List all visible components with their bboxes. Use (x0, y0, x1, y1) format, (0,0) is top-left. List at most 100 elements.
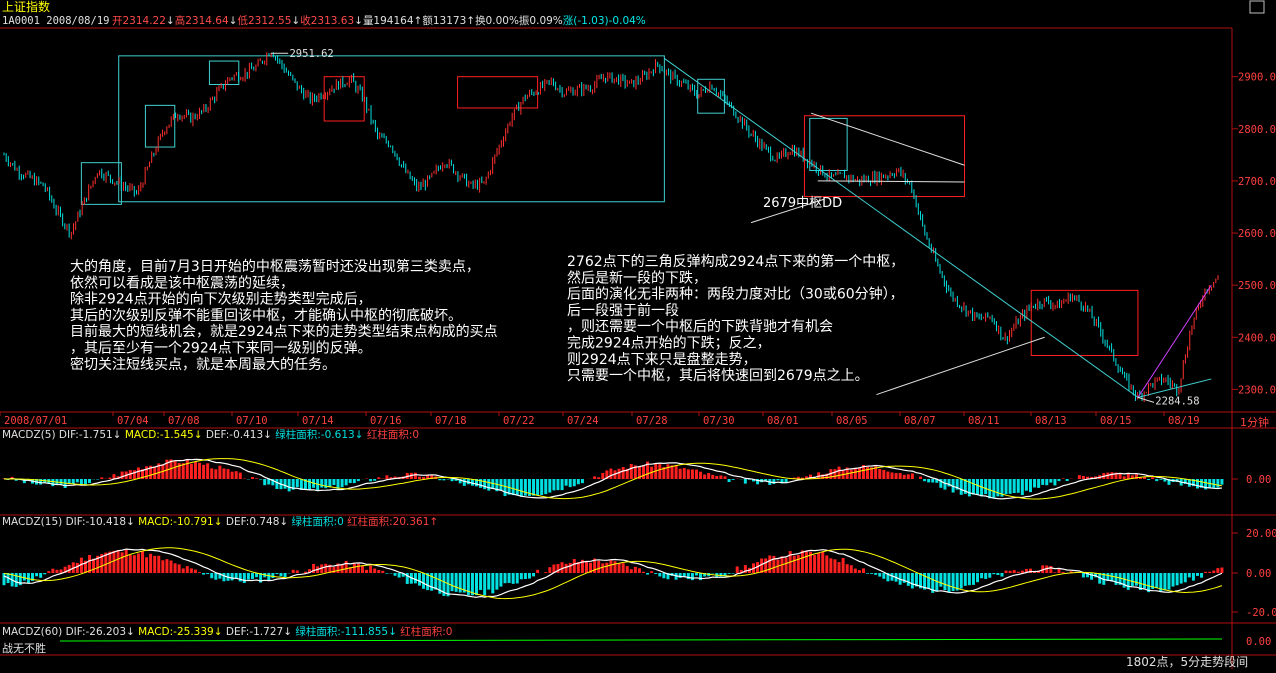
macd60-panel: MACDZ(60) DIF:-26.203↓ MACD:-25.339↓ DEF… (2, 625, 1271, 648)
index-title: 上证指数 (2, 0, 50, 14)
date-tick-label: 08/05 (836, 415, 868, 427)
date-tick-label: 07/08 (168, 415, 200, 427)
macd-header-item: 红柱面积:0 (367, 428, 419, 441)
commentary-line-left: 除非2924点开始的向下次级别走势类型完成后， (70, 292, 372, 308)
dif-line (3, 548, 1223, 598)
macd-header-item: 绿柱面积:0 (292, 515, 348, 528)
macd-header-item: MACD:-1.545↓ (125, 429, 206, 441)
macd-tick-label: -20.00 (1246, 607, 1276, 619)
pointer-line (750, 198, 825, 224)
period-label: 1分钟 (1240, 415, 1269, 429)
quote-item: 振0.09% (519, 14, 563, 27)
date-tick-label: 08/13 (1035, 415, 1067, 427)
macd-tick-label: 0.00 (1246, 636, 1271, 648)
macd-header-item: 绿柱面积:-111.855↓ (295, 625, 400, 638)
center-zone-box (809, 117, 848, 171)
date-tick-label: 08/11 (968, 415, 1000, 427)
footer-right: 1802点，5分走势段间 (1126, 654, 1248, 669)
macd60-line (59, 638, 1223, 642)
commentary-line-right: 只需要一个中枢，其后将快速回到2679点之上。 (567, 368, 869, 384)
center-label: 2679中枢DD (763, 196, 842, 211)
date-tick-label: 08/07 (904, 415, 936, 427)
date-tick-label: 07/18 (435, 415, 467, 427)
macd-tick-label: 20.00 (1246, 528, 1276, 540)
commentary-text: 大的角度，目前7月3日开始的中枢震荡暂时还没出现第三类卖点，依然可以看成是该中枢… (70, 253, 904, 384)
macd-header-item: DIF:-26.203↓ (66, 626, 139, 638)
quote-bar: 开2314.22↓高2314.64↓低2312.55↓收2313.63↓量194… (112, 14, 646, 27)
low-label: 2284.58 (1155, 395, 1199, 407)
price-tick-label: 2700.00 (1238, 176, 1276, 188)
date-tick-label: 08/19 (1168, 415, 1200, 427)
commentary-line-left: ，其后至少有一个2924点下来同一级别的反弹。 (70, 341, 372, 357)
quote-item: ↑ (466, 15, 475, 27)
quote-item: ↓ (354, 15, 363, 27)
price-tick-label: 2500.00 (1238, 280, 1276, 292)
macd-tick-label: 0.00 (1246, 568, 1271, 580)
code-date: 1A0001 2008/08/19 (2, 15, 109, 27)
date-tick-label: 07/24 (567, 415, 599, 427)
rebound-line (1137, 284, 1212, 398)
price-annotations: 2951.62 2284.58 2679中枢DD (270, 48, 1200, 407)
date-tick-label: 07/16 (370, 415, 402, 427)
macd-header: MACDZ(60) DIF:-26.203↓ MACD:-25.339↓ DEF… (2, 625, 452, 638)
pointer-line (876, 336, 1045, 396)
quote-item: ↓ (229, 15, 238, 27)
center-zones (80, 55, 1139, 356)
macd-header-item: MACDZ(60) (2, 626, 66, 638)
macd-tick-label: 0.00 (1246, 474, 1271, 486)
center-zone-box (803, 115, 966, 198)
commentary-line-right: 后一段强于前一段 (567, 302, 679, 319)
commentary-line-right: 2762点下的三角反弹构成2924点下来的第一个中枢， (567, 253, 904, 270)
date-tick-label: 07/28 (636, 415, 668, 427)
center-zone-box (208, 60, 240, 86)
window-restore-button[interactable] (1249, 0, 1265, 14)
macd15-panel: MACDZ(15) DIF:-10.418↓ MACD:-10.791↓ DEF… (2, 515, 1276, 619)
commentary-line-right: 后面的演化无非两种：两段力度对比（30或60分钟）， (567, 286, 904, 303)
date-tick-label: 07/10 (236, 415, 268, 427)
date-axis: 2008/07/01 07/04 07/08 07/10 07/14 07/16 07/18… (0, 412, 1200, 427)
macd-header-item: 红柱面积:0 (400, 625, 452, 638)
commentary-line-right: 完成2924点开始的下跌；反之， (567, 336, 771, 352)
macd-header-item: MACDZ(5) (2, 429, 59, 441)
date-tick-label: 07/30 (703, 415, 735, 427)
quote-item: ↑ (414, 15, 423, 27)
candlestick-series (3, 52, 1219, 402)
quote-item: 低2312.55 (237, 14, 291, 27)
macd-header-item: 绿柱面积:-0.613↓ (275, 428, 367, 441)
center-zone-box (1030, 289, 1139, 356)
quote-item: 涨(-1.03)-0.04% (563, 15, 646, 27)
macd-header: MACDZ(5) DIF:-1.751↓ MACD:-1.545↓ DEF:-0… (2, 428, 419, 441)
quote-item: 换0.00% (475, 14, 519, 27)
date-tick-label: 07/04 (117, 415, 149, 427)
price-tick-label: 2600.00 (1238, 228, 1276, 240)
commentary-line-right: 然后是新一段的下跌， (567, 269, 707, 286)
date-tick-label: 08/01 (767, 415, 799, 427)
macd-header-item: 红柱面积:20.361↑ (347, 515, 438, 528)
commentary-line-right: ，则还需要一个中枢后的下跌背驰才有机会 (567, 319, 833, 335)
price-tick-label: 2800.00 (1238, 124, 1276, 136)
price-tick-label: 2300.00 (1238, 384, 1276, 396)
center-zone-box (697, 78, 725, 114)
footer-left: 战无不胜 (2, 641, 46, 655)
commentary-line-left: 大的角度，目前7月3日开始的中枢震荡暂时还没出现第三类卖点， (70, 258, 480, 275)
commentary-line-left: 依然可以看成是该中枢震荡的延续， (70, 274, 294, 291)
commentary-line-left: 密切关注短线买点，就是本周最大的任务。 (70, 356, 336, 373)
high-label: 2951.62 (289, 48, 333, 60)
triangle-upper-line (810, 112, 965, 166)
downtrend-line (664, 58, 1139, 398)
macd-header-item: DIF:-1.751↓ (59, 429, 125, 441)
macd-header-item: MACD:-25.339↓ (138, 626, 226, 638)
macd-header-item: DEF:-1.727↓ (226, 626, 295, 638)
rebound-lower-line (1137, 378, 1212, 398)
center-zone-box (457, 76, 539, 109)
macd-header-item: DIF:-10.418↓ (66, 516, 139, 528)
date-tick-label: 07/22 (503, 415, 535, 427)
date-tick-label: 08/15 (1100, 415, 1132, 427)
macd-header-item: DEF:0.748↓ (226, 516, 292, 528)
commentary-line-left: 其后的次级别反弹不能重回该中枢，才能确认中枢的彻底破坏。 (70, 308, 462, 324)
macd5-panel: MACDZ(5) DIF:-1.751↓ MACD:-1.545↓ DEF:-0… (2, 428, 1271, 500)
macd-header: MACDZ(15) DIF:-10.418↓ MACD:-10.791↓ DEF… (2, 515, 438, 528)
center-zone-box (118, 55, 665, 203)
